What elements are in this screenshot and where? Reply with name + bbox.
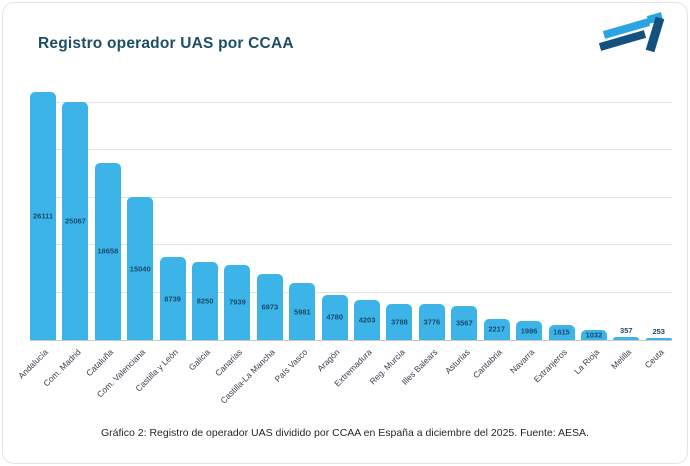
bar-value-label: 5981: [293, 307, 311, 317]
bar-value-label: 6973: [261, 302, 279, 312]
bar: 8739 Castilla y León: [133, 257, 186, 394]
bar-value-label: 4780: [326, 312, 343, 322]
x-axis-label: La Rioja: [571, 347, 601, 377]
bar: 3788 Reg. Murcia: [367, 304, 413, 386]
gridline: [30, 244, 672, 245]
x-axis-label: Asturias: [442, 347, 472, 376]
bar-value-label: 3567: [455, 318, 473, 328]
x-axis-label: Canarias: [213, 347, 245, 379]
bar: 3776 Illes Balears: [399, 304, 445, 387]
x-axis-label: Cataluña: [83, 347, 115, 379]
bar-value-label: 1032: [585, 330, 603, 340]
page-title: Registro operador UAS por CCAA: [38, 35, 294, 52]
bar-value-label: 253: [652, 326, 665, 336]
bar-value-label: 15040: [129, 264, 151, 274]
x-axis-label: Extranjeros: [531, 347, 569, 385]
bar-value-label: 1986: [520, 326, 538, 336]
bar: 4203 Extremadura: [333, 300, 381, 388]
x-axis-label: Galicia: [186, 347, 213, 373]
bar-value-label: 357: [620, 325, 633, 335]
bar: 8250 Galicia: [187, 261, 219, 372]
bar: 25067 Com. Madrid: [41, 101, 89, 388]
chart-caption: Gráfico 2: Registro de operador UAS divi…: [101, 427, 589, 439]
bar: 1615 Extranjeros: [531, 324, 575, 384]
bar: 3567 Asturias: [443, 306, 478, 376]
bar-value-label: 3776: [423, 317, 441, 327]
bar-value-label: 4203: [358, 315, 376, 325]
gridline: [30, 149, 672, 150]
bar-value-label: 25067: [64, 216, 86, 226]
x-axis-label: Navarra: [507, 347, 537, 376]
bar: 7939 Canarias: [213, 264, 251, 378]
bar: 6973 Castilla-La Mancha: [218, 273, 283, 406]
plot-area: 26111 Andalucía 25067 Com. Madrid 18658 Catal…: [16, 88, 672, 406]
bar: 357 Melilla: [609, 326, 640, 371]
bar: 1986 Navarra: [508, 321, 543, 375]
gridline: [30, 196, 672, 198]
bar: 1032 La Rioja: [572, 330, 607, 376]
x-axis-label: Ceuta: [642, 347, 666, 371]
bar: 4780 Aragón: [315, 294, 348, 373]
bar: 2217 Cantabria: [471, 318, 510, 380]
bar: 15040 Com. Valenciana: [95, 197, 154, 399]
bar: 253 Ceuta: [643, 327, 672, 370]
gridline: [30, 291, 672, 293]
bar: 5981 País Vasco: [272, 283, 316, 384]
bar-value-label: 18658: [97, 246, 119, 256]
bar-value-label: 2217: [488, 324, 506, 334]
bar-value-label: 8739: [164, 294, 181, 303]
bar-value-label: 8250: [196, 296, 214, 306]
bar: 18658 Cataluña: [84, 162, 121, 378]
gridline: [30, 101, 672, 103]
bar-value-label: 3788: [391, 317, 408, 327]
x-axis-label: Cantabria: [470, 347, 504, 381]
x-axis-label: País Vasco: [272, 347, 310, 385]
bar-value-label: 26111: [32, 211, 54, 221]
brand-logo: [598, 9, 665, 53]
brand-logo-icon: [598, 12, 665, 53]
x-axis-label: Aragón: [315, 347, 342, 374]
bar: 26111 Andalucía: [16, 91, 56, 381]
bar-value-label: 1615: [553, 327, 570, 337]
bar-value-label: 7939: [229, 297, 246, 307]
bar-chart: 26111 Andalucía 25067 Com. Madrid 18658 Catal…: [16, 88, 672, 406]
x-axis-label: Melilla: [609, 347, 634, 372]
